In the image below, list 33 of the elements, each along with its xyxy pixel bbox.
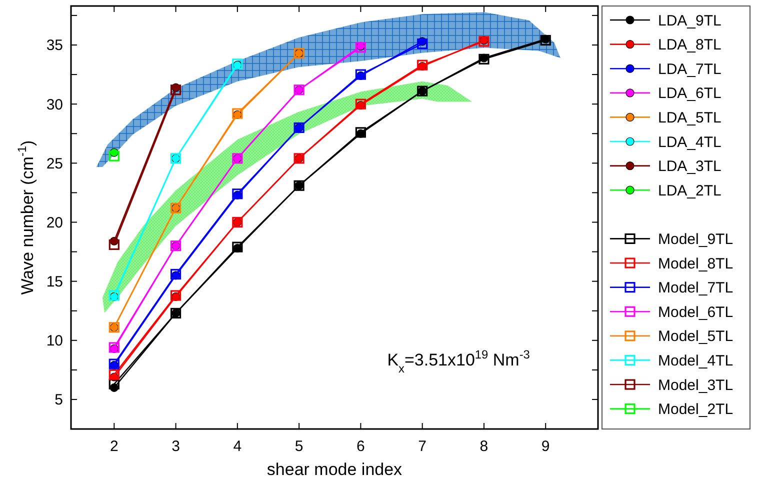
legend-label: LDA_2TL <box>658 182 722 200</box>
legend-label: Model_6TL <box>658 304 734 321</box>
legend-label: Model_7TL <box>658 280 734 297</box>
legend-label: Model_8TL <box>658 255 734 272</box>
x-tick-label: 4 <box>233 438 242 455</box>
legend-label: Model_3TL <box>658 376 734 394</box>
y-tick-label: 30 <box>46 96 63 114</box>
legend-label: Model_2TL <box>658 401 734 418</box>
y-tick-label: 35 <box>46 37 63 54</box>
annotation: K$_{x}$=3.51x10$^{19}$ Nm$^{-3}$ <box>387 348 530 376</box>
x-tick-label: 8 <box>480 438 488 455</box>
y-tick-label: 25 <box>46 155 63 172</box>
legend-label: LDA_7TL <box>658 60 722 78</box>
legend-label: LDA_4TL <box>658 134 722 151</box>
legend-label: Model_4TL <box>658 352 734 370</box>
legend-label: LDA_6TL <box>658 85 722 102</box>
legend-label: LDA_9TL <box>658 12 722 30</box>
y-tick-label: 5 <box>54 392 63 409</box>
legend-label: LDA_8TL <box>658 36 722 54</box>
x-tick-label: 6 <box>356 438 365 455</box>
legend-label: LDA_5TL <box>658 109 722 126</box>
x-tick-label: 3 <box>172 438 180 455</box>
legend-label: Model_9TL <box>658 230 734 248</box>
y-tick-label: 15 <box>46 274 63 291</box>
x-tick-label: 9 <box>541 438 550 455</box>
x-axis-title: shear mode index <box>266 460 403 479</box>
legend-label: Model_5TL <box>658 328 734 346</box>
x-tick-label: 2 <box>110 438 118 455</box>
y-tick-label: 20 <box>46 214 63 232</box>
legend-label: LDA_3TL <box>658 158 722 176</box>
y-tick-label: 10 <box>46 332 63 350</box>
x-tick-label: 5 <box>294 438 304 455</box>
x-tick-label: 7 <box>418 438 427 455</box>
